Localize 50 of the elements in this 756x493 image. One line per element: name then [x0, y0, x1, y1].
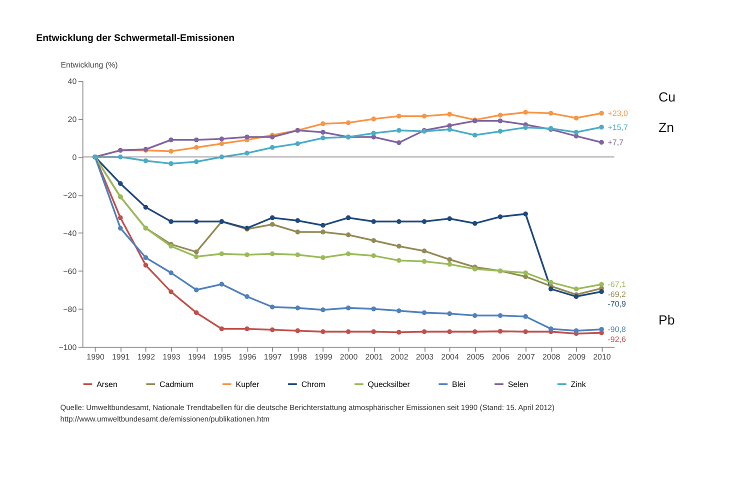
x-tick-label: 1994: [188, 352, 206, 362]
data-label: -69,2: [608, 290, 626, 299]
legend-label: Quecksilber: [368, 380, 410, 389]
x-tick-label: 2004: [441, 352, 460, 362]
data-label: +23,0: [608, 108, 628, 118]
chart-title: Entwicklung der Schwermetall-Emissionen: [36, 33, 235, 44]
text: Pb: [658, 312, 675, 328]
text: Zn: [658, 120, 674, 135]
x-tick-label: 1991: [112, 352, 130, 362]
x-tick-label: 1993: [162, 352, 181, 362]
x-tick-label: 2010: [593, 352, 612, 362]
x-tick-label: 2001: [365, 352, 384, 362]
x-tick-label: 2000: [340, 352, 358, 362]
data-label: -67,1: [608, 280, 626, 290]
x-tick-label: 2005: [466, 352, 485, 362]
x-tick-label: 2003: [416, 352, 434, 362]
x-tick-label: 1995: [213, 352, 232, 362]
y-tick-label: −60: [63, 267, 78, 276]
y-axis-title: Entwicklung (%): [60, 60, 118, 70]
y-tick-label: 0: [72, 153, 78, 162]
legend-label: Arsen: [96, 380, 118, 389]
x-tick-label: 1997: [264, 352, 282, 362]
x-tick-label: 1996: [238, 352, 257, 362]
x-tick-label: 2006: [492, 352, 510, 362]
text: Cu: [658, 89, 676, 104]
x-tick-label: 1992: [137, 352, 156, 362]
y-tick-label: 40: [68, 77, 78, 86]
data-label: +7,7: [608, 138, 624, 147]
y-tick-label: −40: [63, 229, 78, 238]
y-tick-label: 20: [68, 115, 78, 124]
y-tick-label: −80: [63, 304, 78, 314]
legend-label: Cadmium: [160, 380, 194, 389]
x-tick-label: 2002: [390, 352, 409, 362]
x-tick-label: 2009: [568, 352, 586, 362]
x-tick-label: 2007: [517, 352, 536, 362]
x-tick-label: 2008: [542, 352, 561, 362]
data-label: -70,9: [608, 300, 626, 309]
x-tick-label: 1999: [314, 352, 333, 362]
legend-label: Kupfer: [236, 380, 260, 389]
data-label: +15,7: [608, 122, 628, 132]
data-label: -90,8: [608, 325, 626, 334]
x-tick-label: 1990: [86, 352, 105, 362]
legend-label: Selen: [508, 380, 528, 389]
legend-label: Zink: [570, 380, 586, 389]
legend-label: Chrom: [301, 380, 326, 389]
legend-label: Blei: [452, 380, 466, 389]
data-label: -92,6: [608, 334, 626, 344]
y-tick-label: −20: [63, 191, 78, 200]
y-tick-label: −100: [58, 342, 78, 352]
x-tick-label: 1998: [289, 352, 308, 362]
